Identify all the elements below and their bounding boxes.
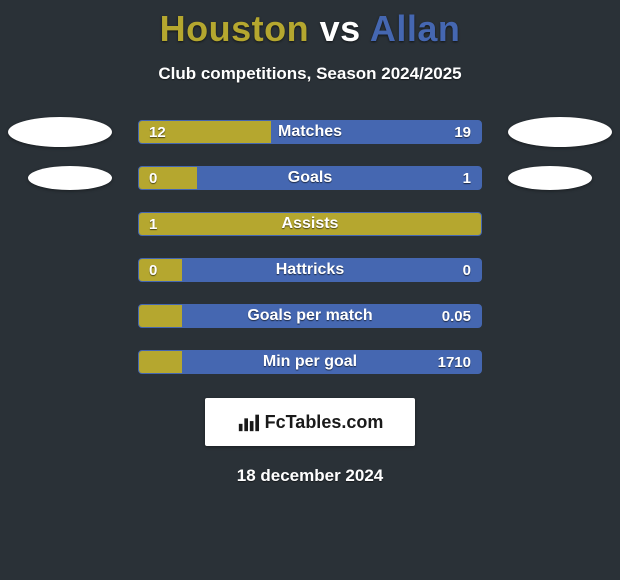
stat-bar: 1710Min per goal xyxy=(138,350,482,374)
vs-text: vs xyxy=(320,8,361,49)
stat-row: 01Goals xyxy=(0,166,620,190)
stat-row: 1710Min per goal xyxy=(0,350,620,374)
card-date: 18 december 2024 xyxy=(0,466,620,486)
stat-right-value: 0 xyxy=(453,259,481,281)
card-title: Houston vs Allan xyxy=(0,0,620,50)
team-badge-right xyxy=(508,166,592,190)
stat-bar: 1Assists xyxy=(138,212,482,236)
stat-left-value: 12 xyxy=(139,121,176,143)
stat-left-value xyxy=(139,305,159,327)
player1-name: Houston xyxy=(160,8,309,49)
stat-bar: 0 0Hattricks xyxy=(138,258,482,282)
stat-bar-left-fill xyxy=(139,213,481,235)
team-badge-left xyxy=(28,166,112,190)
stat-row: 1219Matches xyxy=(0,120,620,144)
stat-right-value xyxy=(461,213,481,235)
stat-row: 0.05Goals per match xyxy=(0,304,620,328)
stat-row: 0 0Hattricks xyxy=(0,258,620,282)
bar-chart-icon xyxy=(237,411,259,433)
stat-right-value: 19 xyxy=(444,121,481,143)
stat-right-value: 1 xyxy=(453,167,481,189)
stat-bar: 01Goals xyxy=(138,166,482,190)
card-subtitle: Club competitions, Season 2024/2025 xyxy=(0,64,620,84)
stat-bar: 1219Matches xyxy=(138,120,482,144)
stat-left-value: 1 xyxy=(139,213,167,235)
stat-row: 1Assists xyxy=(0,212,620,236)
stat-label: Hattricks xyxy=(139,259,481,281)
stat-bar: 0.05Goals per match xyxy=(138,304,482,328)
player2-name: Allan xyxy=(370,8,461,49)
stat-right-value: 0.05 xyxy=(432,305,481,327)
stat-label: Goals per match xyxy=(139,305,481,327)
comparison-card: Houston vs Allan Club competitions, Seas… xyxy=(0,0,620,580)
team-badge-left xyxy=(8,117,112,147)
team-badge-right xyxy=(508,117,612,147)
stat-left-value: 0 xyxy=(139,259,167,281)
stat-left-value xyxy=(139,351,159,373)
site-logo: FcTables.com xyxy=(205,398,415,446)
stats-list: 1219Matches01Goals1Assists00Hattricks0.0… xyxy=(0,120,620,374)
stat-right-value: 1710 xyxy=(428,351,481,373)
stat-left-value: 0 xyxy=(139,167,167,189)
site-name: FcTables.com xyxy=(265,412,384,433)
